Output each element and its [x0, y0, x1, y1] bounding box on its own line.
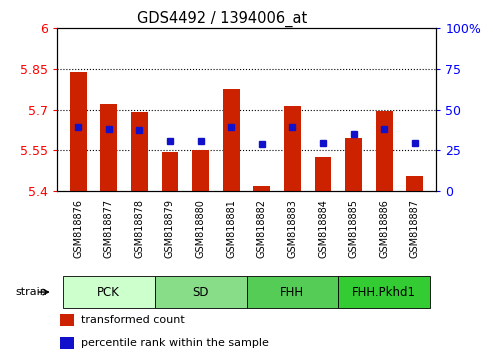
Text: GSM818884: GSM818884: [318, 199, 328, 258]
Bar: [61, 337, 74, 349]
Text: SD: SD: [192, 286, 209, 298]
Text: GSM818877: GSM818877: [104, 199, 114, 258]
Bar: [315, 157, 331, 191]
Text: GSM818881: GSM818881: [226, 199, 236, 258]
Text: GSM818887: GSM818887: [410, 199, 420, 258]
Text: GDS4492 / 1394006_at: GDS4492 / 1394006_at: [137, 11, 307, 27]
Bar: [246, 276, 338, 308]
Text: GSM818876: GSM818876: [73, 199, 83, 258]
Text: GSM818878: GSM818878: [135, 199, 144, 258]
Bar: [338, 276, 430, 308]
Text: FHH: FHH: [281, 286, 305, 298]
Bar: [100, 104, 117, 191]
Bar: [192, 150, 209, 191]
Text: GSM818885: GSM818885: [349, 199, 358, 258]
Bar: [406, 176, 423, 191]
Text: transformed count: transformed count: [81, 315, 185, 325]
Text: FHH.Pkhd1: FHH.Pkhd1: [352, 286, 416, 298]
Bar: [376, 111, 393, 191]
Bar: [223, 89, 240, 191]
Text: GSM818880: GSM818880: [196, 199, 206, 258]
Text: GSM818882: GSM818882: [257, 199, 267, 258]
Bar: [155, 276, 246, 308]
Text: strain: strain: [15, 287, 47, 297]
Bar: [162, 152, 178, 191]
Text: GSM818886: GSM818886: [379, 199, 389, 258]
Bar: [284, 106, 301, 191]
Bar: [131, 113, 148, 191]
Text: percentile rank within the sample: percentile rank within the sample: [81, 338, 269, 348]
Text: GSM818883: GSM818883: [287, 199, 297, 258]
Bar: [63, 276, 155, 308]
Bar: [70, 72, 87, 191]
Bar: [253, 186, 270, 191]
Bar: [345, 138, 362, 191]
Text: PCK: PCK: [97, 286, 120, 298]
Text: GSM818879: GSM818879: [165, 199, 175, 258]
Bar: [61, 314, 74, 326]
